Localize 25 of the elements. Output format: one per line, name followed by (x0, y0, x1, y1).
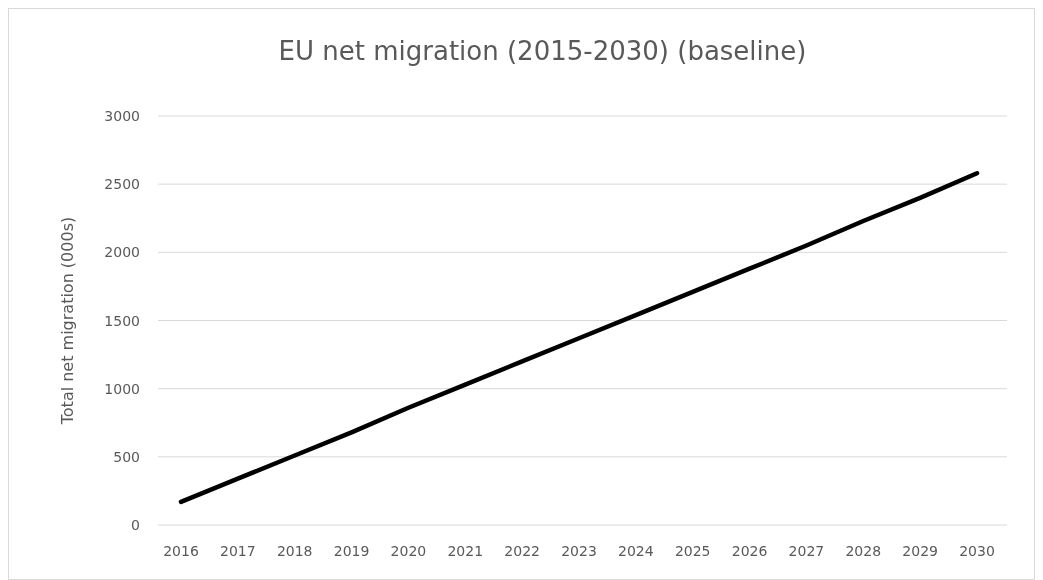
x-tick-label: 2020 (390, 543, 427, 559)
line-series (178, 171, 980, 505)
x-tick-label: 2026 (731, 543, 768, 559)
y-tick-label: 2000 (104, 244, 140, 261)
x-tick-label: 2016 (163, 543, 199, 559)
x-tick-label: 2030 (959, 543, 995, 559)
x-tick-label: 2028 (845, 543, 882, 559)
x-tick-label: 2018 (276, 543, 313, 559)
y-tick-label: 2500 (104, 176, 140, 193)
x-tick-label: 2029 (902, 543, 938, 559)
x-tick-label: 2025 (674, 543, 711, 559)
x-tick-label: 2017 (220, 543, 256, 559)
y-tick-label: 1500 (104, 312, 140, 329)
x-tick-label: 2019 (333, 543, 370, 559)
x-tick-label: 2024 (618, 543, 654, 559)
x-tick-label: 2023 (561, 543, 597, 559)
x-tick-label: 2021 (447, 543, 484, 559)
y-tick-label: 500 (113, 448, 140, 465)
y-tick-label: 0 (131, 517, 140, 533)
y-tick-label: 1000 (104, 380, 140, 397)
y-axis-title: Total net migration (000s) (58, 216, 77, 426)
x-tick-label: 2027 (788, 543, 825, 559)
chart-title: EU net migration (2015-2030) (baseline) (278, 36, 807, 66)
y-tick-label: 3000 (104, 108, 140, 124)
x-tick-label: 2022 (504, 543, 540, 559)
